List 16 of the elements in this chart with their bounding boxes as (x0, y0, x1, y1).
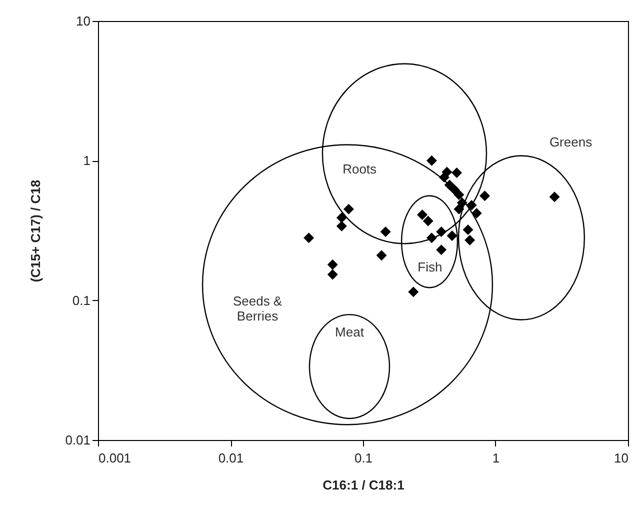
annotation: Roots (342, 162, 378, 177)
y-axis-title: (C15+ C17) / C18 (28, 180, 44, 282)
x-tick-label: 1 (492, 450, 500, 466)
x-tick-label: 0.01 (218, 450, 244, 466)
y-tick-label: 0.1 (72, 292, 90, 308)
y-tick-label: 0.01 (65, 432, 90, 448)
x-axis-title: C16:1 / C18:1 (322, 478, 404, 492)
annotation: Greens (549, 134, 593, 150)
x-tick-label: 10 (614, 450, 628, 466)
x-tick-label: 0.1 (354, 450, 373, 466)
annotation: Fish (418, 260, 442, 275)
x-tick-label: 0.001 (98, 450, 132, 466)
annotation: Meat (335, 324, 364, 340)
y-tick-label: 10 (76, 14, 90, 28)
annotation: Seeds & Berries (232, 294, 282, 324)
y-tick-label: 1 (83, 153, 90, 168)
